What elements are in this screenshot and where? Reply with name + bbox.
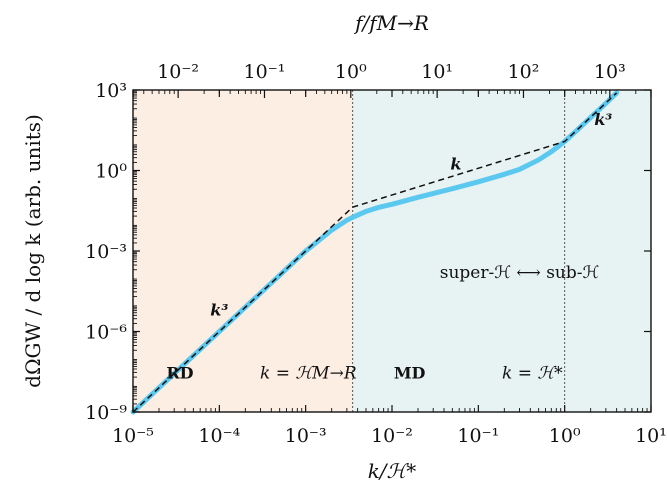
background-regions [133,90,651,412]
vline-label-1: k = ℋ* [502,363,563,383]
x-tick-label: 10¹ [635,425,667,447]
top-tick-label: 10⁻¹ [244,61,286,83]
series-line-asymptote [132,92,618,413]
y-tick-label: 10⁻³ [85,241,127,263]
y-tick-label: 10⁻⁶ [85,322,127,344]
region-rd [133,90,353,412]
top-tick-label: 10² [508,61,540,83]
transition-annotation: super-ℋ ⟷ sub-ℋ [440,263,600,283]
x-tick-label: 10⁻¹ [457,425,499,447]
y-axis-label: dΩGW / d log k (arb. units) [21,114,45,388]
x-tick-label: 10⁻⁴ [198,425,240,447]
axis-ticks: 10⁻⁵ 10⁻⁴ 10⁻³ 10⁻² 10⁻¹ 10⁰ 10¹ 10⁻⁹ 10⁻⁶ 10⁻³ 10… [85,61,667,447]
top-axis-label: f/fM→R [353,11,429,35]
region-md [352,90,651,412]
slope-annotation: k [450,154,461,173]
y-tick-label: 10⁻⁹ [85,402,127,424]
annotations: RD MD k = ℋM→R k = ℋ* k³ k k³ super-ℋ ⟷ sub-ℋ [166,110,612,383]
slope-annotation: k³ [210,300,228,319]
top-tick-label: 10¹ [421,61,453,83]
region-label-rd: RD [166,363,193,382]
top-tick-label: 10⁻² [157,61,199,83]
x-tick-label: 10⁻⁵ [112,425,154,447]
top-tick-label: 10³ [594,61,626,83]
axis-labels: k/ℋ* f/fM→R dΩGW / d log k (arb. units) [21,11,429,483]
y-tick-label: 10³ [95,80,127,102]
slope-annotation: k³ [594,110,612,129]
vline-label-0: k = ℋM→R [260,363,357,383]
y-tick-label: 10⁰ [95,161,127,183]
x-tick-label: 10⁻³ [285,425,327,447]
x-tick-label: 10⁰ [549,425,581,447]
region-label-md: MD [394,363,426,382]
x-axis-label: k/ℋ* [368,459,417,483]
x-tick-label: 10⁻² [371,425,413,447]
data-series [130,90,620,415]
top-tick-label: 10⁰ [335,61,367,83]
